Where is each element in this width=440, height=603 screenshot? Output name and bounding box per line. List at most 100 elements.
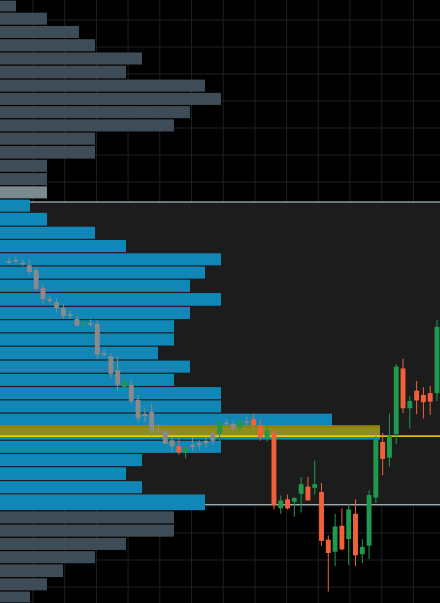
volume-profile-bar	[0, 551, 95, 564]
candle-body	[312, 484, 318, 488]
volume-profile-bar	[0, 253, 221, 266]
candle-body	[434, 326, 440, 394]
volume-profile-bar	[0, 159, 47, 172]
candle-body	[128, 384, 134, 401]
volume-profile-bar	[0, 564, 63, 578]
candle-body	[291, 498, 297, 502]
candle-body	[319, 492, 324, 541]
candle-body	[244, 421, 250, 423]
candle-body	[285, 499, 290, 509]
candle-body	[81, 322, 87, 325]
candle-body	[203, 440, 209, 444]
candle-body	[101, 353, 107, 355]
candle-body	[420, 394, 426, 403]
candle-body	[189, 445, 195, 447]
candle-body	[6, 261, 12, 263]
candle-body	[176, 446, 182, 453]
candle-body	[305, 486, 311, 501]
candle-body	[353, 513, 358, 556]
volume-profile-bar	[0, 239, 126, 253]
volume-profile-bar	[0, 454, 142, 467]
volume-profile-bar	[0, 119, 174, 132]
volume-profile-bar	[0, 578, 47, 591]
volume-profile-bar	[0, 320, 174, 333]
volume-profile-bar	[0, 173, 47, 186]
volume-profile-bar	[0, 293, 221, 306]
candle-body	[386, 435, 392, 458]
candle-body	[13, 259, 19, 262]
candle-body	[278, 500, 284, 509]
volume-profile-bar	[0, 79, 205, 92]
volume-profile-bar	[0, 400, 221, 413]
candle-body	[210, 432, 216, 441]
candle-body	[366, 495, 372, 546]
candle-body	[122, 381, 127, 388]
candle-body	[60, 308, 66, 316]
volume-profile-bar	[0, 346, 158, 360]
volume-profile-bar	[0, 52, 142, 65]
candle-body	[26, 265, 32, 272]
candle-body	[400, 368, 406, 409]
candle-body	[339, 525, 345, 550]
volume-profile-bar	[0, 333, 174, 346]
candle-body	[74, 318, 80, 326]
candle-body	[359, 546, 365, 555]
volume-profile-bar	[0, 39, 95, 52]
candle-body	[298, 484, 304, 494]
volume-profile-bar	[0, 537, 126, 550]
candle-body	[149, 411, 155, 432]
volume-profile-bar	[0, 467, 126, 480]
volume-profile-bar	[0, 25, 79, 38]
candle-body	[47, 299, 53, 301]
candle-body	[373, 439, 379, 498]
candle-body	[414, 390, 420, 401]
candle-body	[271, 432, 277, 506]
candle-body	[156, 430, 161, 433]
candle-body	[67, 314, 73, 316]
volume-profile-bar	[0, 524, 174, 537]
candle-body	[237, 420, 243, 428]
candle-body	[257, 426, 263, 438]
candle-body	[264, 430, 270, 439]
volume-profile-bar	[0, 266, 205, 279]
candle-body	[162, 431, 168, 444]
volume-profile-bar	[0, 92, 221, 105]
volume-profile-bar	[0, 226, 95, 239]
candle-body	[20, 262, 26, 265]
volume-profile-bar	[0, 12, 47, 25]
candle-body	[427, 393, 433, 402]
candle-body	[407, 400, 413, 409]
candle-body	[196, 443, 202, 446]
volume-profile-bar	[0, 481, 142, 494]
candle-body	[325, 539, 331, 553]
volume-profile-bar	[0, 132, 95, 145]
candle-body	[115, 370, 121, 385]
candle-body	[54, 302, 60, 309]
volume-profile-bar	[0, 511, 174, 524]
volume-profile-bar	[0, 0, 16, 12]
candle-body	[40, 288, 46, 300]
volume-profile-bar	[0, 199, 30, 212]
candle-body	[183, 448, 189, 453]
volume-profile-bar	[0, 387, 221, 400]
candle-body	[217, 422, 223, 434]
volume-profile-bar	[0, 145, 95, 159]
volume-profile-bar	[0, 360, 190, 373]
candle-body	[223, 422, 229, 425]
candle-body	[94, 323, 100, 355]
volume-profile-bar	[0, 413, 332, 427]
candle-body	[380, 441, 386, 459]
candle-body	[33, 270, 39, 289]
volume-profile-bar	[0, 306, 190, 319]
volume-profile-bar	[0, 106, 190, 119]
candle-body	[142, 413, 148, 417]
candle-body	[332, 526, 338, 552]
volume-profile-bar	[0, 65, 126, 79]
candle-body	[88, 323, 93, 325]
candle-body	[135, 399, 141, 419]
candle-body	[108, 356, 114, 374]
candle-body	[230, 423, 236, 429]
volume-profile-bar	[0, 591, 30, 603]
volume-profile-bar	[0, 279, 190, 292]
